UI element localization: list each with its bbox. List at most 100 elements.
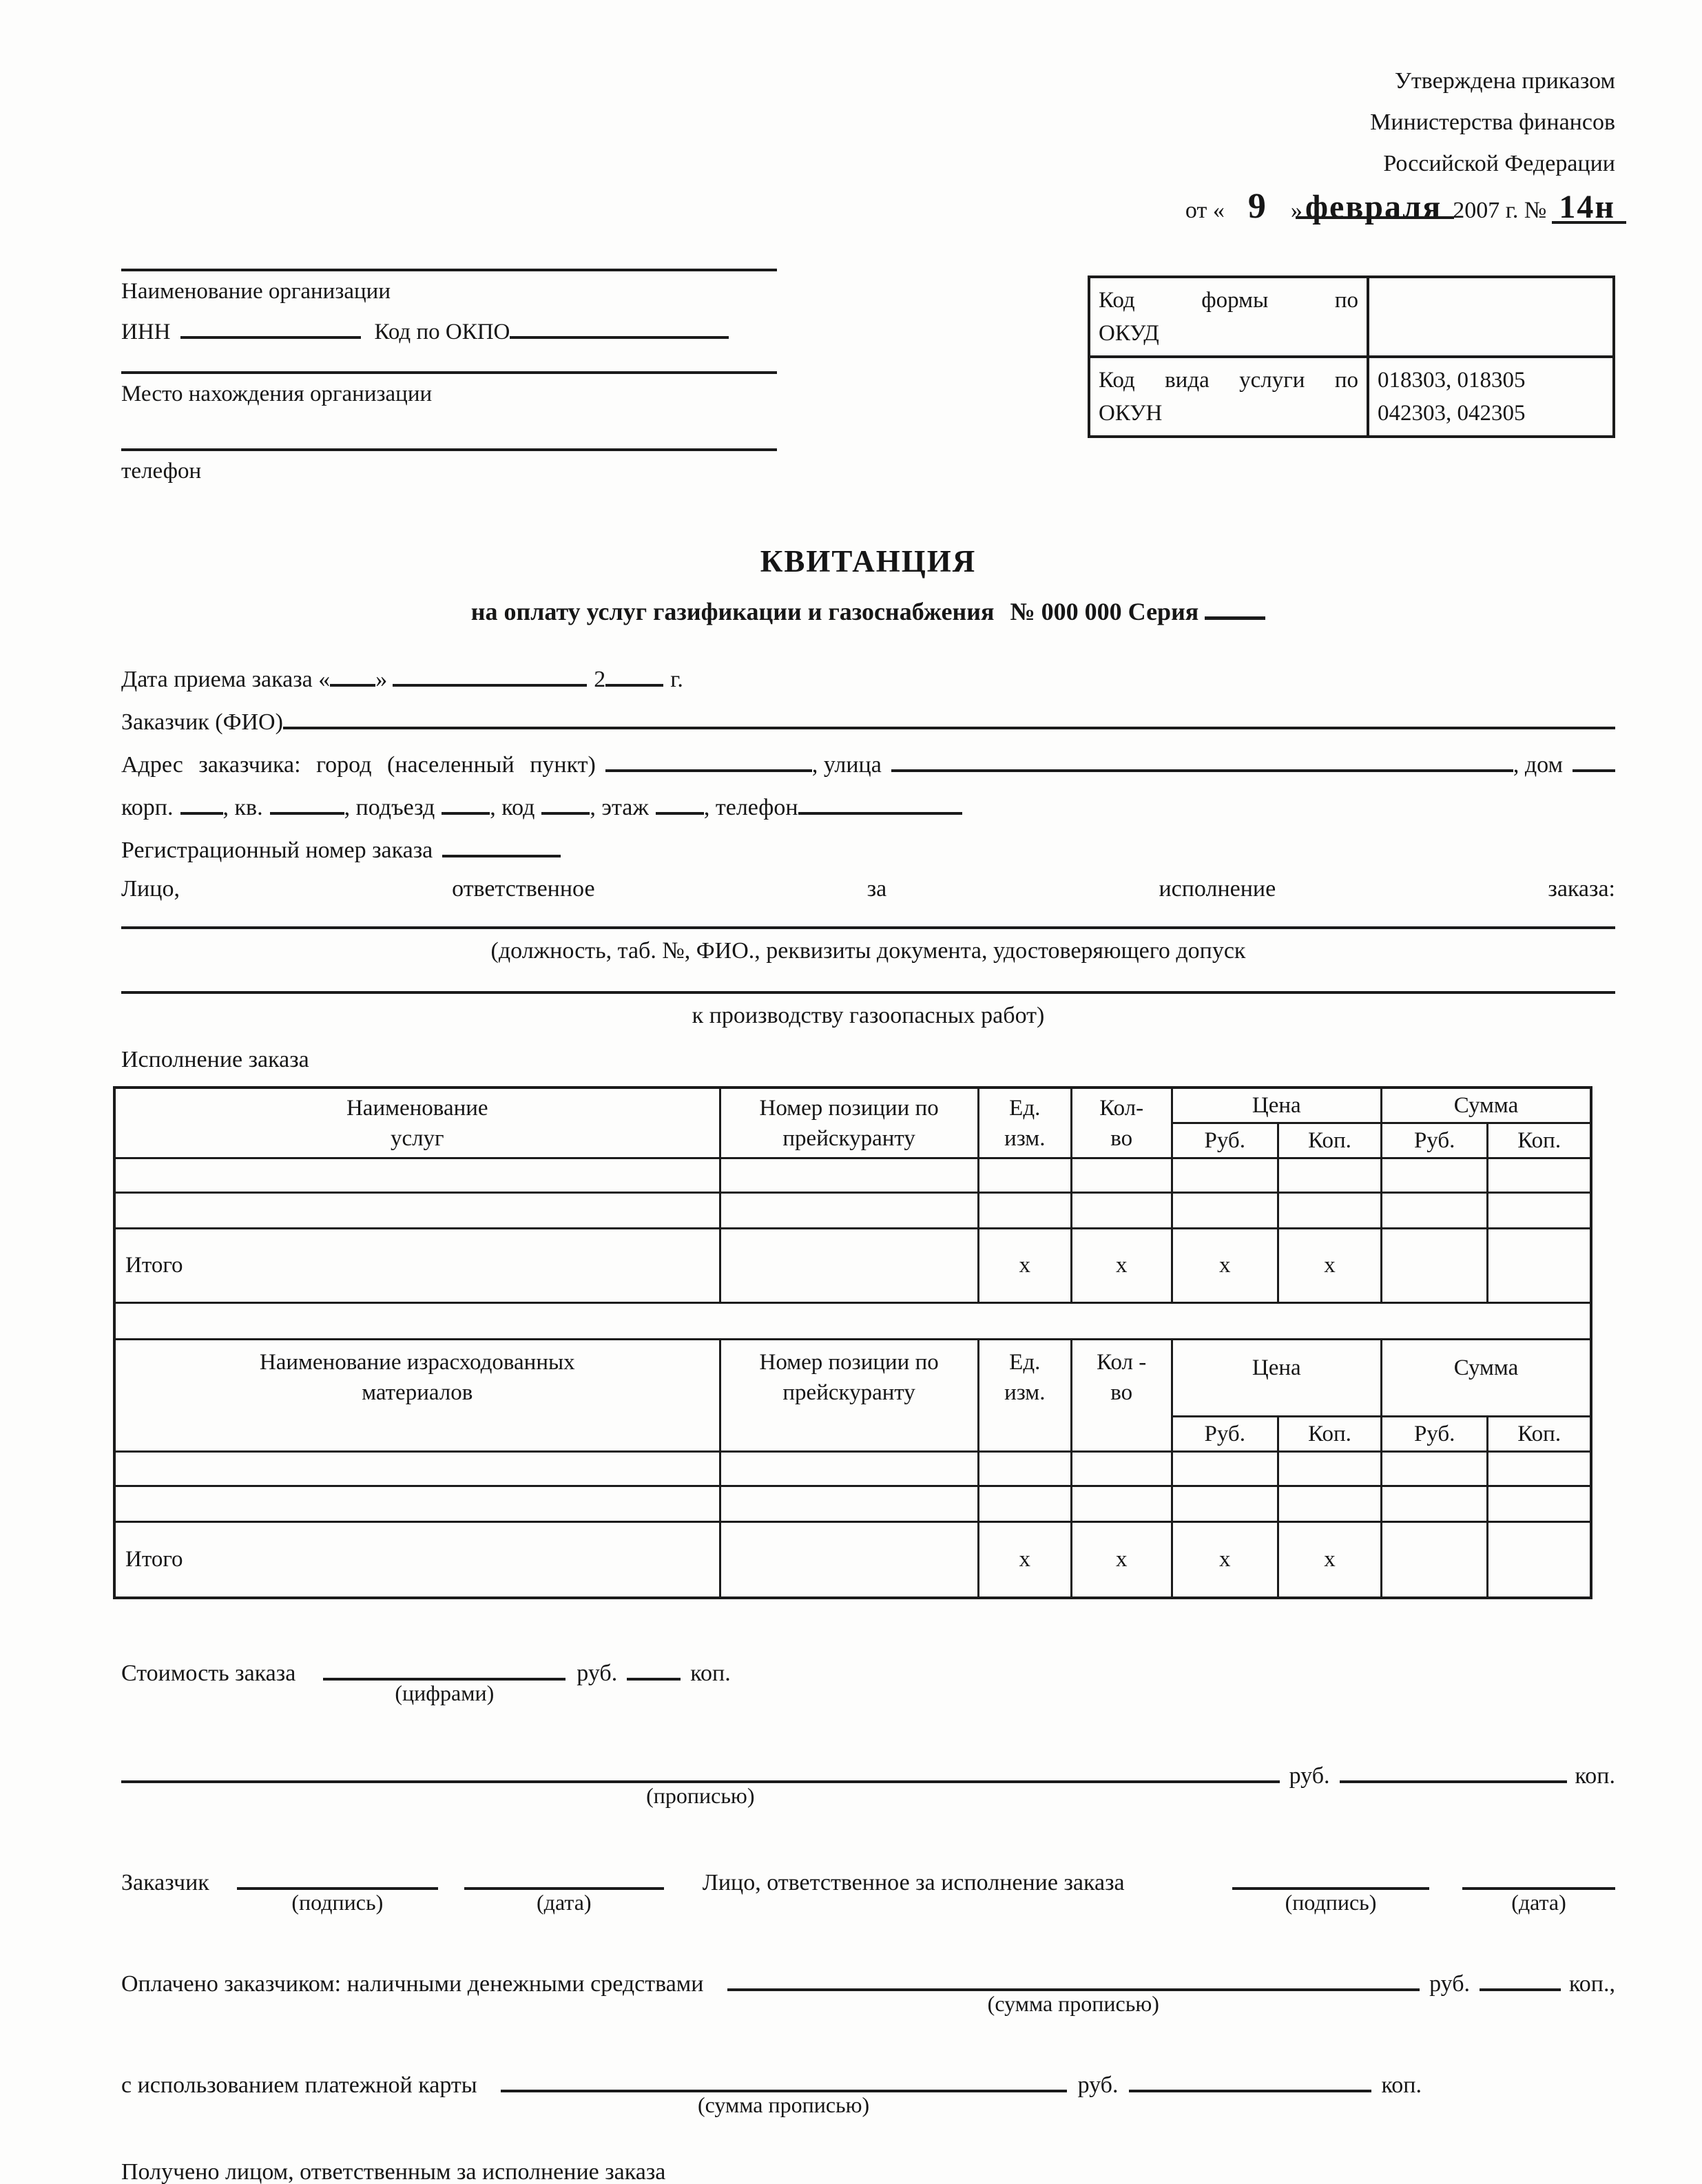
paid-cash-line: Оплачено заказчиком: наличными денежными… xyxy=(121,1959,1615,2016)
okpo-blank xyxy=(510,310,729,339)
empty-cell xyxy=(1170,1485,1279,1523)
materials-empty-row xyxy=(113,1485,1592,1523)
subtitle-number: № 000 000 Серия xyxy=(1010,598,1199,625)
table-spacer-row xyxy=(114,1302,1591,1340)
materials-column-header: Наименование израсходованных материалов xyxy=(113,1338,721,1453)
sum-column-header: Сумма xyxy=(1380,1338,1592,1417)
entrance-label: , подъезд xyxy=(344,795,435,820)
year-2: 2 xyxy=(594,667,606,692)
words-kop-blank xyxy=(1339,1751,1567,1783)
approval-line-2: Министерства финансов xyxy=(1370,110,1615,135)
price-kop-header: Коп. xyxy=(1276,1122,1383,1159)
responsible-blank-line-1 xyxy=(121,926,1615,929)
responsible-signature-blank: (подпись) xyxy=(1232,1858,1429,1915)
address-line-1: Адрес заказчика: город (населенный пункт… xyxy=(121,743,1615,784)
floor-blank xyxy=(655,786,704,815)
org-inn-okpo-line: ИНН Код по ОКПО xyxy=(121,310,777,348)
empty-cell xyxy=(977,1157,1072,1194)
empty-cell xyxy=(1486,1227,1592,1304)
price-column-header: Цена xyxy=(1170,1086,1383,1124)
price-column-header: Цена xyxy=(1170,1338,1383,1417)
cost-digits-blank: (цифрами) xyxy=(323,1649,566,1705)
empty-cell xyxy=(1380,1450,1489,1487)
unit-column-header: Ед. изм. xyxy=(977,1086,1072,1159)
price-rub-header: Руб. xyxy=(1170,1122,1279,1159)
order-execution-table: Наименование услуг Номер позиции по прей… xyxy=(113,1086,1592,1599)
kv-label: , кв. xyxy=(222,795,263,820)
order-date-label: Дата приема заказа « xyxy=(121,667,331,692)
empty-cell xyxy=(1276,1485,1383,1523)
materials-empty-row xyxy=(113,1450,1592,1487)
cash-sum-blank: (сумма прописью) xyxy=(727,1959,1420,2016)
empty-cell xyxy=(1276,1157,1383,1194)
org-location-label: Место нахождения организации xyxy=(121,382,433,406)
empty-cell xyxy=(1486,1485,1592,1523)
empty-cell xyxy=(1486,1157,1592,1194)
approval-line-1: Утверждена приказом xyxy=(1394,68,1615,94)
cost-label: Стоимость заказа xyxy=(121,1660,296,1686)
cost-digits-line: Стоимость заказа (цифрами) руб. коп. xyxy=(121,1649,1615,1705)
floor-label: , этаж xyxy=(590,795,649,820)
x-mark-cell: х xyxy=(1070,1521,1173,1599)
title-block: КВИТАНЦИЯ на оплату услуг газификации и … xyxy=(121,543,1615,626)
responsible-label: Лицо, ответственное за исполнение заказа xyxy=(702,1869,1125,1895)
empty-cell xyxy=(718,1227,979,1304)
date-note: (дата) xyxy=(1511,1889,1566,1915)
materials-total-row: Итого х х х х xyxy=(113,1521,1592,1599)
customer-line: Заказчик (ФИО) xyxy=(121,700,1615,742)
empty-cell xyxy=(1070,1485,1173,1523)
okun-label-cell: Код вида услуги по ОКУН xyxy=(1088,355,1369,438)
cash-kop-blank xyxy=(1480,1959,1561,1991)
materials-header-row: Наименование израсходованных материалов … xyxy=(113,1338,1592,1453)
approval-quote-close: » xyxy=(1290,198,1303,223)
sum-rub-header: Руб. xyxy=(1380,1415,1489,1453)
empty-cell xyxy=(1380,1485,1489,1523)
sum-kop-header: Коп. xyxy=(1486,1122,1592,1159)
sum-kop-header: Коп. xyxy=(1486,1415,1592,1453)
empty-cell xyxy=(977,1485,1072,1523)
house-label: , дом xyxy=(1513,752,1563,778)
price-kop-header: Коп. xyxy=(1276,1415,1383,1453)
responsible-note-2: к производству газоопасных работ) xyxy=(692,1003,1045,1028)
subtitle-text: на оплату услуг газификации и газоснабже… xyxy=(470,598,995,625)
materials-total-label: Итого xyxy=(113,1521,721,1599)
org-name-blank-line xyxy=(121,269,777,271)
materials-subheader-row: Руб. Коп. Руб. Коп. xyxy=(114,1415,1592,1453)
date-note: (дата) xyxy=(537,1889,592,1915)
rub-label: руб. xyxy=(1429,1970,1470,1997)
inn-label: ИНН xyxy=(121,320,171,344)
signature-note: (подпись) xyxy=(291,1889,384,1915)
customer-label: Заказчик (ФИО) xyxy=(121,709,283,735)
empty-cell xyxy=(1070,1450,1173,1487)
approval-number-handwritten: 14н xyxy=(1559,189,1615,225)
order-date-line: Дата приема заказа « » 2 г. xyxy=(121,658,1615,699)
x-mark-cell: х xyxy=(977,1521,1072,1599)
kop-label: коп. xyxy=(690,1660,731,1686)
responsible-date-blank: (дата) xyxy=(1462,1858,1615,1915)
approval-year: 2007 г. № xyxy=(1453,198,1547,223)
org-name-label: Наименование организации xyxy=(121,279,391,304)
x-mark-cell: х xyxy=(1170,1227,1279,1304)
empty-cell xyxy=(1486,1450,1592,1487)
okun-value-cell: 018303, 018305 042303, 042305 xyxy=(1367,355,1615,438)
price-rub-header: Руб. xyxy=(1170,1415,1279,1453)
street-blank xyxy=(891,743,1513,772)
received-label: Получено лицом, ответственным за исполне… xyxy=(121,2159,666,2184)
card-label: с использованием платежной карты xyxy=(121,2072,477,2098)
rub-label: руб. xyxy=(1077,2072,1119,2098)
empty-cell xyxy=(1380,1192,1489,1229)
qty-column-header: Кол - во xyxy=(1070,1338,1173,1453)
inn-blank xyxy=(180,310,361,339)
kop-comma-label: коп., xyxy=(1569,1970,1615,1997)
digits-note: (цифрами) xyxy=(395,1680,495,1705)
kv-blank xyxy=(269,786,344,815)
execution-label: Исполнение заказа xyxy=(121,1047,309,1072)
registration-line: Регистрационный номер заказа xyxy=(121,829,1615,870)
empty-cell xyxy=(113,1192,721,1229)
empty-cell xyxy=(1276,1192,1383,1229)
page-subtitle: на оплату услуг газификации и газоснабже… xyxy=(121,590,1615,626)
x-mark-cell: х xyxy=(1070,1227,1173,1304)
order-info-block: Дата приема заказа «» 2 г. Заказчик (ФИО) … xyxy=(121,658,1615,1079)
header-row: Наименование организации ИНН Код по ОКПО… xyxy=(121,269,1615,487)
